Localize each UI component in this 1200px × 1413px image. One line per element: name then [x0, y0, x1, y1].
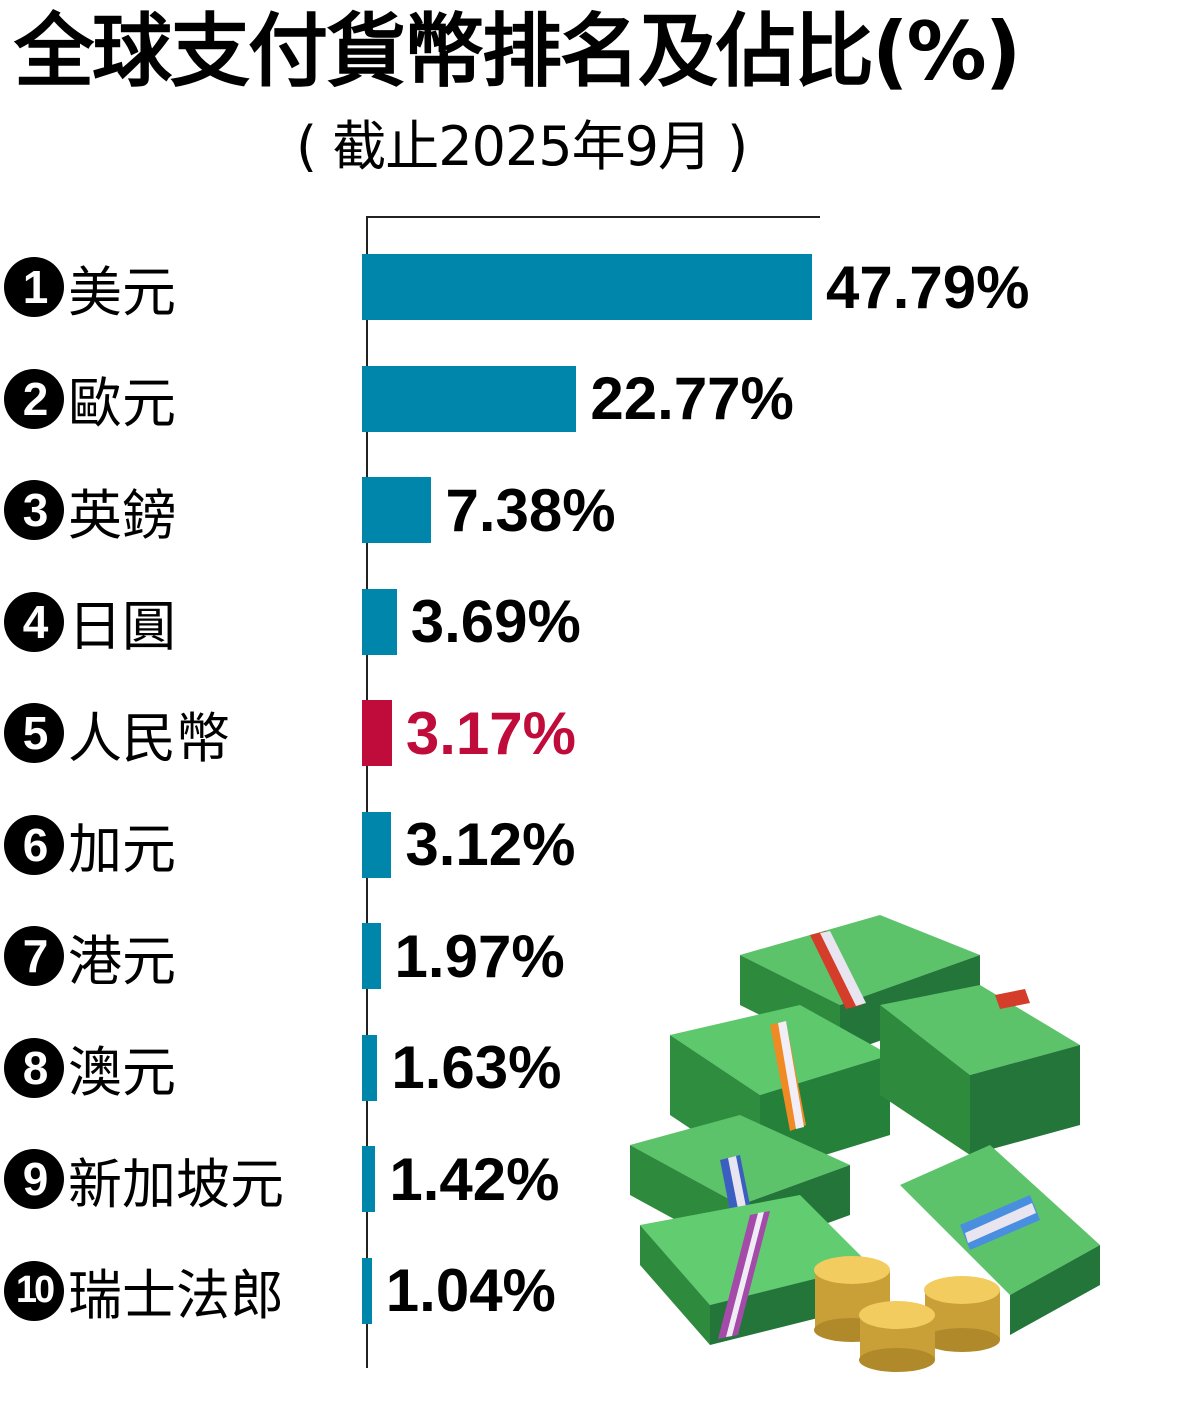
bar-row: 10 瑞士法郎 1.04% — [0, 1257, 1200, 1327]
coin-stack-icon — [859, 1301, 935, 1372]
rank-circle-icon: 7 — [4, 926, 64, 986]
value-label: 7.38% — [445, 476, 616, 544]
currency-name: 澳元 — [68, 1041, 176, 1104]
bar — [362, 477, 432, 543]
top-axis-line — [366, 216, 820, 218]
currency-name: 英鎊 — [68, 483, 176, 547]
bar-row: 5 人民幣 3.17% — [0, 699, 1200, 770]
bar — [362, 1146, 376, 1212]
bar-row: 6 加元 3.12% — [0, 811, 1200, 881]
coin-stack-icon — [924, 1276, 1000, 1352]
money-stack-illustration — [630, 915, 1100, 1372]
category-label: 1 美元 — [4, 254, 176, 324]
bar-row: 2 歐元 22.77% — [0, 365, 1200, 435]
left-axis-line — [366, 216, 368, 1368]
chart-subtitle: ( 截止2025年9月 ) — [296, 115, 748, 178]
bar — [362, 365, 577, 432]
bar — [362, 254, 812, 320]
value-label: 3.17% — [405, 699, 576, 767]
value-label: 3.69% — [410, 588, 581, 655]
category-label: 10 瑞士法郎 — [4, 1258, 284, 1327]
rank-circle-icon: 5 — [4, 703, 64, 763]
currency-name: 美元 — [68, 260, 176, 324]
cash-bundle-icon — [640, 1195, 870, 1345]
category-label: 2 歐元 — [4, 366, 176, 435]
bar — [362, 588, 397, 655]
currency-name: 加元 — [68, 818, 176, 881]
bar-row: 9 新加坡元 1.42% — [0, 1145, 1200, 1216]
bar-row: 7 港元 1.97% — [0, 922, 1200, 993]
category-label: 5 人民幣 — [4, 700, 230, 770]
bar-row: 4 日圓 3.69% — [0, 588, 1200, 658]
rank-circle-icon: 3 — [4, 480, 64, 540]
value-label: 3.12% — [405, 811, 576, 878]
currency-name: 港元 — [68, 929, 176, 993]
bar-row: 1 美元 47.79% — [0, 253, 1200, 324]
rank-circle-icon: 6 — [4, 814, 64, 875]
rank-circle-icon: 2 — [4, 368, 64, 429]
value-label: 47.79% — [826, 253, 1030, 321]
currency-name: 瑞士法郎 — [68, 1264, 284, 1327]
bar — [362, 700, 392, 766]
value-label: 22.77% — [590, 365, 794, 432]
category-label: 9 新加坡元 — [4, 1146, 284, 1216]
category-label: 7 港元 — [4, 923, 176, 993]
bar — [362, 923, 381, 989]
value-label: 1.04% — [385, 1257, 556, 1324]
rank-circle-icon: 4 — [4, 591, 64, 652]
rank-circle-icon: 9 — [4, 1149, 64, 1209]
category-label: 8 澳元 — [4, 1035, 176, 1104]
category-label: 3 英鎊 — [4, 477, 176, 547]
rank-circle-icon: 8 — [4, 1037, 64, 1098]
cash-bundle-icon — [900, 1145, 1100, 1335]
currency-name: 日圓 — [68, 595, 176, 658]
value-label: 1.42% — [389, 1145, 560, 1213]
value-label: 1.97% — [394, 922, 565, 990]
category-label: 6 加元 — [4, 812, 176, 881]
bar-row: 8 澳元 1.63% — [0, 1034, 1200, 1104]
currency-name: 新加坡元 — [68, 1152, 284, 1216]
rank-circle-icon: 1 — [4, 257, 64, 317]
bar — [362, 1034, 378, 1101]
rank-circle-icon: 10 — [4, 1260, 64, 1321]
chart-title: 全球支付貨幣排名及佔比(%) — [14, 5, 1021, 98]
currency-name: 歐元 — [68, 372, 176, 435]
cash-bundle-icon — [880, 985, 1080, 1155]
value-label: 1.63% — [391, 1034, 562, 1101]
currency-name: 人民幣 — [68, 706, 230, 770]
bar-row: 3 英鎊 7.38% — [0, 476, 1200, 547]
category-label: 4 日圓 — [4, 589, 176, 658]
bar — [362, 1257, 372, 1324]
bar — [362, 811, 392, 878]
